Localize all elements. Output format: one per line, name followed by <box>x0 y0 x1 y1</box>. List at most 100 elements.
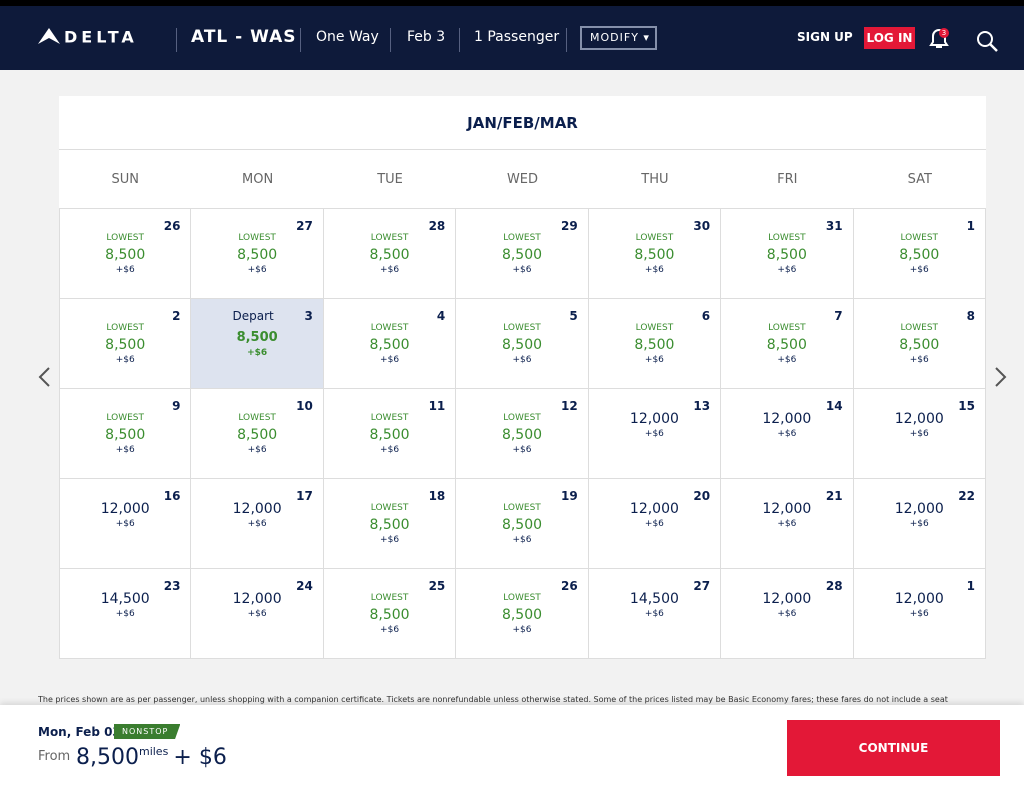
lowest-tag: LOWEST <box>370 503 409 513</box>
fee: +$6 <box>247 519 267 529</box>
day-cell[interactable]: 28 LOWEST 8,500 +$6 <box>323 209 457 299</box>
day-cell[interactable]: 22 12,000 +$6 <box>853 479 986 569</box>
day-cell[interactable]: 10 LOWEST 8,500 +$6 <box>191 389 324 479</box>
log-in-button[interactable]: LOG IN <box>864 27 915 49</box>
separator <box>300 28 301 52</box>
day-cell[interactable]: 9 LOWEST 8,500 +$6 <box>59 389 192 479</box>
day-cell[interactable]: 31 LOWEST 8,500 +$6 <box>721 209 854 299</box>
price: 12,000 <box>629 501 679 517</box>
selected-day-cell[interactable]: 3 Depart 8,500 +$6 <box>191 299 324 389</box>
day-number: 26 <box>163 219 181 233</box>
modify-button[interactable]: MODIFY ▾ <box>580 26 657 50</box>
lowest-tag: LOWEST <box>370 413 409 423</box>
price: 8,500 <box>105 247 146 263</box>
fee: +$6 <box>777 265 797 275</box>
delta-logo-icon <box>38 28 60 44</box>
day-cell[interactable]: 14 12,000 +$6 <box>721 389 854 479</box>
day-cell[interactable]: 24 12,000 +$6 <box>191 569 324 659</box>
day-cell[interactable]: 27 LOWEST 8,500 +$6 <box>191 209 324 299</box>
fee: +$6 <box>115 265 135 275</box>
modify-label: MODIFY <box>590 31 639 44</box>
day-cell[interactable]: 17 12,000 +$6 <box>191 479 324 569</box>
prev-arrow[interactable] <box>37 366 53 388</box>
day-cell[interactable]: 26 LOWEST 8,500 +$6 <box>59 209 192 299</box>
day-cell[interactable]: 30 LOWEST 8,500 +$6 <box>588 209 722 299</box>
notification-bell[interactable] <box>927 26 951 52</box>
weekday-label: THU <box>588 150 722 209</box>
price: 12,000 <box>894 591 944 607</box>
price: 12,000 <box>232 591 282 607</box>
price: 8,500 <box>501 427 543 443</box>
day-cell[interactable]: 5 LOWEST 8,500 +$6 <box>456 299 589 389</box>
day-cell[interactable]: 23 14,500 +$6 <box>59 569 192 659</box>
miles: 8,500 <box>76 745 139 770</box>
lowest-tag: LOWEST <box>238 413 276 423</box>
next-arrow[interactable] <box>993 366 1009 388</box>
selected-date: Mon, Feb 03 <box>38 725 121 739</box>
day-number: 30 <box>693 219 711 233</box>
day-cell[interactable]: 28 12,000 +$6 <box>721 569 854 659</box>
price: 8,500 <box>369 517 410 533</box>
day-cell[interactable]: 8 LOWEST 8,500 +$6 <box>853 299 986 389</box>
day-cell[interactable]: 2 LOWEST 8,500 +$6 <box>59 299 192 389</box>
day-number: 21 <box>825 489 843 503</box>
fee: +$6 <box>909 609 929 619</box>
day-cell[interactable]: 6 LOWEST 8,500 +$6 <box>588 299 722 389</box>
day-cell[interactable]: 1 12,000 +$6 <box>853 569 986 659</box>
logo[interactable]: DELTA <box>64 27 138 47</box>
day-number: 19 <box>561 489 578 503</box>
day-cell[interactable]: 16 12,000 +$6 <box>59 479 192 569</box>
lowest-tag: LOWEST <box>900 323 939 333</box>
day-cell[interactable]: 27 14,500 +$6 <box>588 569 722 659</box>
lowest-tag: LOWEST <box>106 323 144 333</box>
fee: +$6 <box>380 535 400 545</box>
day-cell[interactable]: 1 LOWEST 8,500 +$6 <box>853 209 986 299</box>
day-cell[interactable]: 13 12,000 +$6 <box>588 389 722 479</box>
sign-up[interactable]: SIGN UP <box>797 30 853 44</box>
continue-button[interactable]: CONTINUE <box>787 720 1000 776</box>
calendar-title: JAN/FEB/MAR <box>59 96 986 150</box>
weekday-label: MON <box>191 150 324 209</box>
day-cell[interactable]: 29 LOWEST 8,500 +$6 <box>456 209 589 299</box>
day-cell[interactable]: 7 LOWEST 8,500 +$6 <box>721 299 854 389</box>
day-cell[interactable]: 15 12,000 +$6 <box>853 389 986 479</box>
fee: +$6 <box>512 445 532 455</box>
fee: +$6 <box>512 265 532 275</box>
fee: +$6 <box>247 445 267 455</box>
day-cell[interactable]: 20 12,000 +$6 <box>588 479 722 569</box>
fee: +$6 <box>909 355 929 365</box>
price: 8,500 <box>236 330 278 345</box>
day-cell[interactable]: 4 LOWEST 8,500 +$6 <box>323 299 457 389</box>
day-cell[interactable]: 12 LOWEST 8,500 +$6 <box>456 389 589 479</box>
day-number: 13 <box>693 399 711 413</box>
price: 8,500 <box>501 517 543 533</box>
fee: +$6 <box>777 355 797 365</box>
day-number: 28 <box>825 579 843 593</box>
day-number: 3 <box>304 309 313 323</box>
price: 8,500 <box>369 427 410 443</box>
price: 12,000 <box>894 501 944 517</box>
day-number: 4 <box>436 309 446 323</box>
separator <box>390 28 391 52</box>
search-icon[interactable] <box>976 30 1000 54</box>
fee: +$6 <box>115 519 135 529</box>
day-cell[interactable]: 26 LOWEST 8,500 +$6 <box>456 569 589 659</box>
price: 12,000 <box>232 501 282 517</box>
day-cell[interactable]: 19 LOWEST 8,500 +$6 <box>456 479 589 569</box>
price: 8,500 <box>237 427 278 443</box>
separator <box>566 28 567 52</box>
day-number: 1 <box>966 219 975 233</box>
miles-unit: miles <box>138 745 169 758</box>
fee: +$6 <box>909 429 929 439</box>
trip-type: One Way <box>316 29 379 45</box>
day-cell[interactable]: 25 LOWEST 8,500 +$6 <box>323 569 457 659</box>
day-cell[interactable]: 21 12,000 +$6 <box>721 479 854 569</box>
separator <box>176 28 177 52</box>
day-cell[interactable]: 18 LOWEST 8,500 +$6 <box>323 479 457 569</box>
day-number: 12 <box>561 399 578 413</box>
day-cell[interactable]: 11 LOWEST 8,500 +$6 <box>323 389 457 479</box>
day-number: 24 <box>296 579 313 593</box>
lowest-tag: LOWEST <box>106 413 144 423</box>
price: 8,500 <box>369 337 410 353</box>
